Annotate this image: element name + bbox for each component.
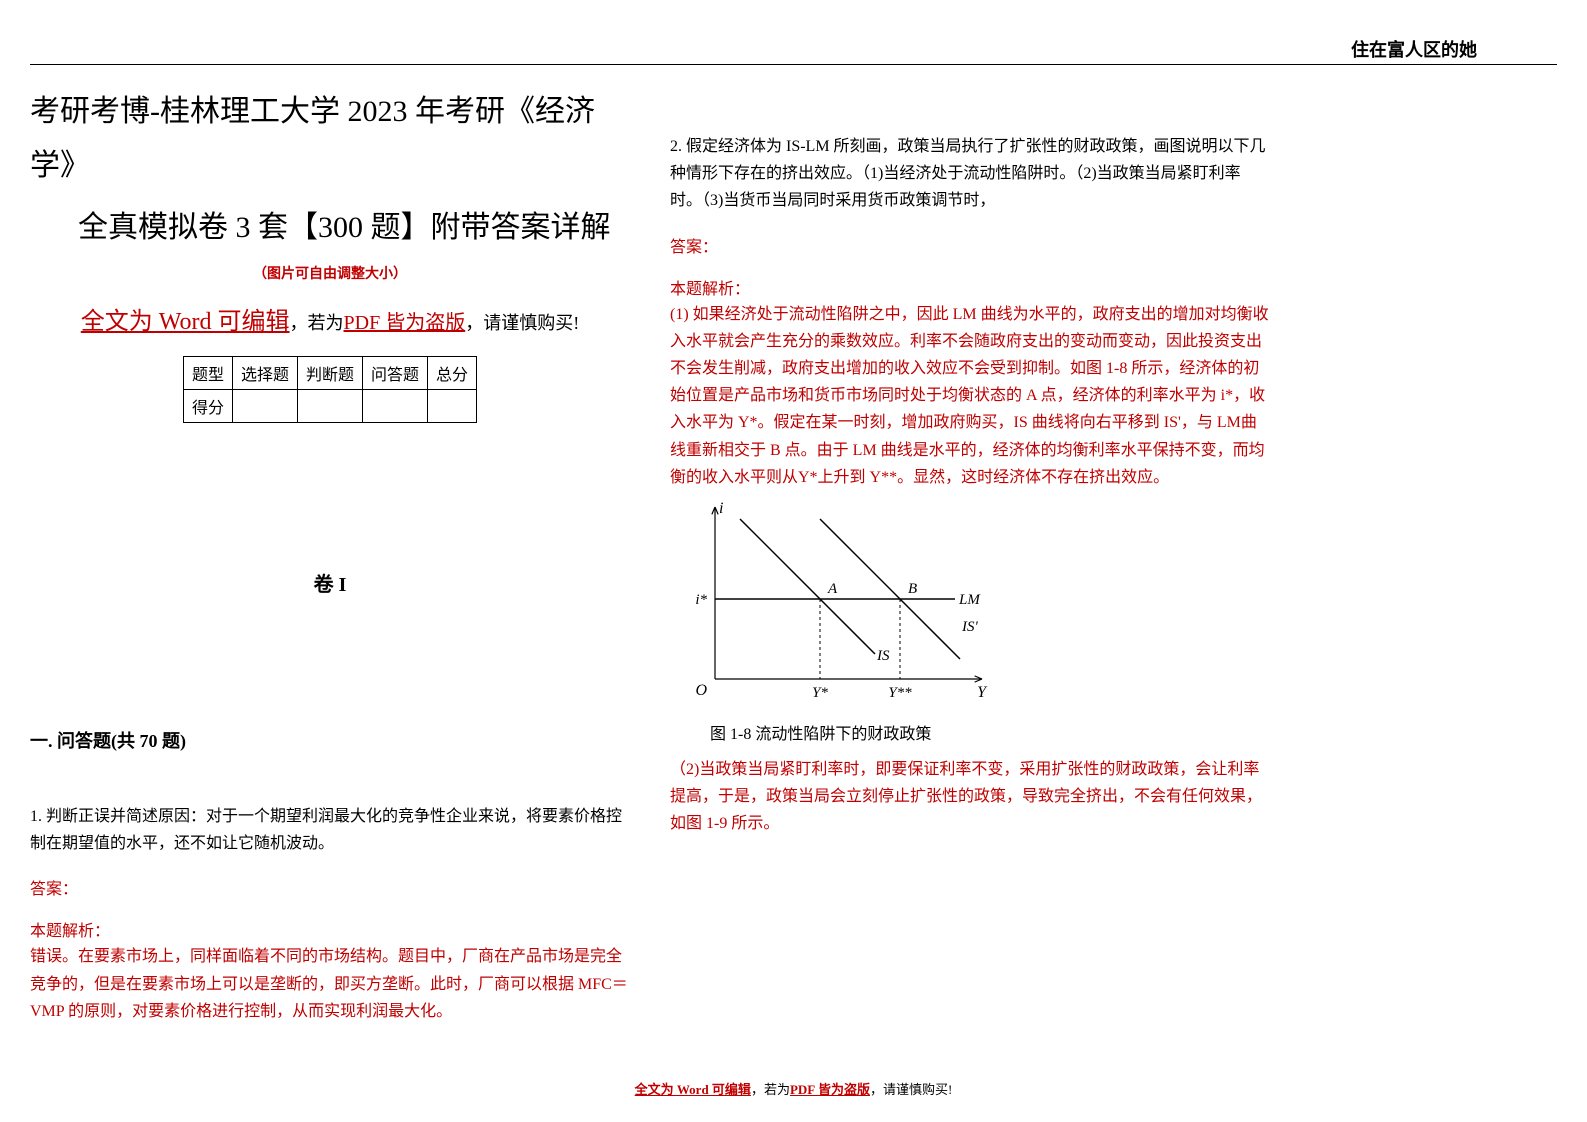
q2-answer-label: 答案：: [670, 233, 1270, 257]
chart-caption: 图 1-8 流动性陷阱下的财政政策: [710, 720, 1270, 744]
footer-word: 全文为 Word 可编辑: [635, 1082, 751, 1097]
footer-sep1: ，若为: [751, 1082, 790, 1097]
image-resize-note: （图片可自由调整大小）: [30, 263, 630, 283]
svg-text:i: i: [719, 500, 723, 517]
q1-answer-label: 答案：: [30, 875, 630, 899]
table-header-row: 题型 选择题 判断题 问答题 总分: [183, 357, 476, 390]
svg-text:IS': IS': [961, 619, 978, 635]
svg-text:A: A: [827, 581, 838, 597]
th-total: 总分: [428, 357, 477, 390]
islm-svg: i i* O Y Y* Y** LM IS IS' A B: [680, 499, 990, 709]
td-total: [428, 390, 477, 423]
note-sep1: ，若为: [290, 313, 344, 333]
juan-label: 卷 I: [30, 568, 630, 597]
svg-text:Y: Y: [977, 684, 988, 701]
q2-analysis-title: 本题解析：: [670, 275, 1270, 299]
td-score-label: 得分: [183, 390, 232, 423]
svg-text:LM: LM: [958, 592, 981, 608]
title-line2: 全真模拟卷 3 套【300 题】附带答案详解: [30, 201, 630, 255]
th-qa: 问答题: [363, 357, 428, 390]
score-table: 题型 选择题 判断题 问答题 总分 得分: [183, 356, 477, 423]
td-qa: [363, 390, 428, 423]
note-sep2: ，请谨慎购买!: [465, 313, 579, 333]
q1-text: 1. 判断正误并简述原因：对于一个期望利润最大化的竞争性企业来说，将要素价格控制…: [30, 803, 630, 857]
q2-analysis1: (1) 如果经济处于流动性陷阱之中，因此 LM 曲线为水平的，政府支出的增加对均…: [670, 301, 1270, 491]
td-choice: [232, 390, 297, 423]
svg-text:Y**: Y**: [888, 685, 912, 701]
svg-text:Y*: Y*: [812, 685, 828, 701]
footer-pdf: PDF 皆为盗版: [790, 1082, 870, 1097]
footer-note: 全文为 Word 可编辑，若为PDF 皆为盗版，请谨慎购买!: [0, 1079, 1587, 1098]
th-type: 题型: [183, 357, 232, 390]
editable-note: 全文为 Word 可编辑，若为PDF 皆为盗版，请谨慎购买!: [30, 301, 630, 336]
td-judge: [297, 390, 362, 423]
svg-text:i*: i*: [695, 592, 707, 608]
svg-text:IS: IS: [876, 648, 890, 664]
th-choice: 选择题: [232, 357, 297, 390]
pdf-pirate-text: PDF 皆为盗版: [344, 312, 466, 334]
title-line1: 考研考博-桂林理工大学 2023 年考研《经济学》: [30, 85, 630, 193]
q1-analysis-body: 错误。在要素市场上，同样面临着不同的市场结构。题目中，厂商在产品市场是完全竞争的…: [30, 943, 630, 1025]
q1-analysis-title: 本题解析：: [30, 917, 630, 941]
islm-chart: i i* O Y Y* Y** LM IS IS' A B 图 1-8 流动性陷阱下的财政政策: [680, 499, 1270, 744]
section-title: 一. 问答题(共 70 题): [30, 727, 630, 753]
left-column: 考研考博-桂林理工大学 2023 年考研《经济学》 全真模拟卷 3 套【300 …: [30, 85, 630, 1045]
svg-text:B: B: [908, 581, 917, 597]
right-column: 2. 假定经济体为 IS-LM 所刻画，政策当局执行了扩张性的财政政策，画图说明…: [670, 85, 1270, 1045]
q2-analysis2: （2)当政策当局紧盯利率时，即要保证利率不变，采用扩张性的财政政策，会让利率提高…: [670, 756, 1270, 838]
table-score-row: 得分: [183, 390, 476, 423]
footer-sep2: ，请谨慎购买!: [870, 1082, 952, 1097]
content-columns: 考研考博-桂林理工大学 2023 年考研《经济学》 全真模拟卷 3 套【300 …: [30, 85, 1557, 1045]
th-judge: 判断题: [297, 357, 362, 390]
svg-text:O: O: [695, 682, 707, 699]
header-right-text: 住在富人区的她: [1351, 36, 1477, 62]
q2-text: 2. 假定经济体为 IS-LM 所刻画，政策当局执行了扩张性的财政政策，画图说明…: [670, 133, 1270, 215]
header-divider: [30, 64, 1557, 65]
word-editable-text: 全文为 Word 可编辑: [81, 309, 290, 335]
